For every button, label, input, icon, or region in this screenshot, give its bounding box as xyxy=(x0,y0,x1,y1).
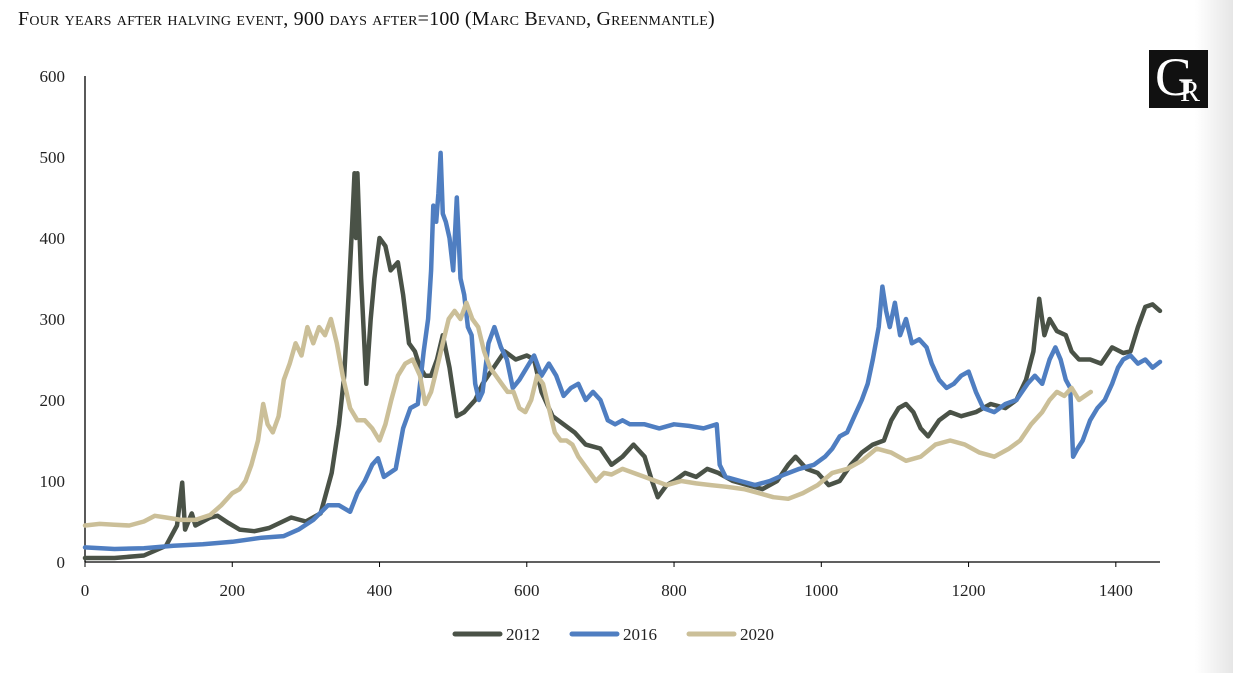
x-tick-label: 600 xyxy=(514,581,540,600)
y-tick-label: 400 xyxy=(40,229,66,248)
series-line-2012 xyxy=(82,170,1163,561)
legend-label-2012: 2012 xyxy=(506,625,540,644)
chart-ticks: 0 100 200 300 400 500 600 0 200 400 600 800 1000 1200… xyxy=(40,67,1133,600)
x-tick-label: 800 xyxy=(661,581,687,600)
x-tick-label: 1400 xyxy=(1099,581,1133,600)
series-line-2020 xyxy=(82,300,1094,528)
x-tick-label: 0 xyxy=(81,581,90,600)
x-tick-label: 1000 xyxy=(804,581,838,600)
plot-area xyxy=(82,150,1163,561)
legend-label-2020: 2020 xyxy=(740,625,774,644)
x-tick-label: 400 xyxy=(367,581,393,600)
series-line-2016 xyxy=(82,150,1163,552)
y-tick-label: 300 xyxy=(40,310,66,329)
logo-letter-g: G xyxy=(1155,50,1194,107)
y-tick-label: 100 xyxy=(40,472,66,491)
chart-axes xyxy=(84,76,1160,563)
x-tick-label: 200 xyxy=(220,581,246,600)
x-tick-label: 1200 xyxy=(952,581,986,600)
y-tick-label: 200 xyxy=(40,391,66,410)
legend-label-2016: 2016 xyxy=(623,625,657,644)
chart-title: Four years after halving event, 900 days… xyxy=(18,8,715,30)
y-tick-label: 600 xyxy=(40,67,66,86)
logo-letter-r: R xyxy=(1180,75,1201,108)
chart-legend: 2012 2016 2020 xyxy=(452,625,774,644)
greenmantle-logo: G R xyxy=(1149,50,1208,108)
y-tick-label: 0 xyxy=(57,553,66,572)
y-tick-label: 500 xyxy=(40,148,66,167)
